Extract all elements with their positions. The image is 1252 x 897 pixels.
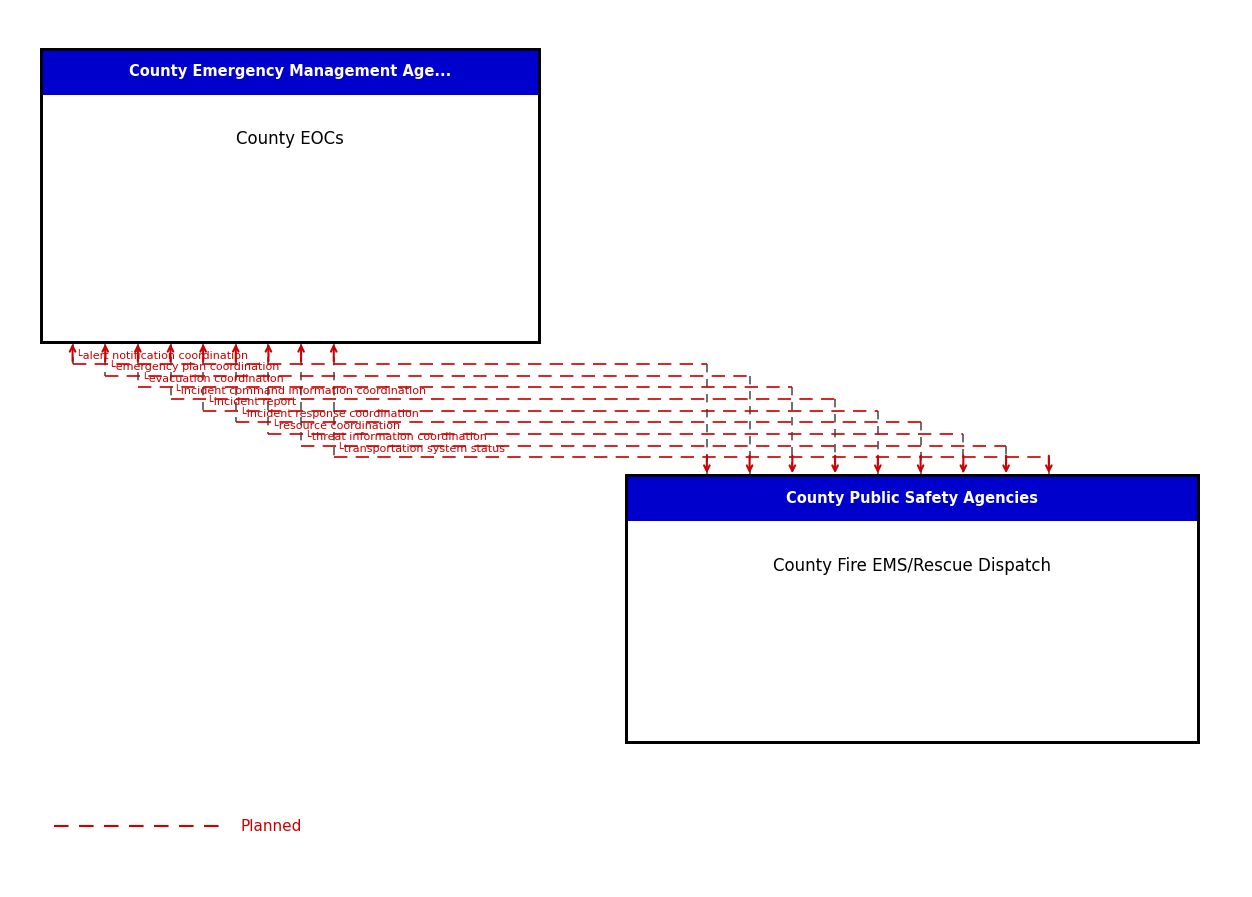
Text: └incident response coordination: └incident response coordination xyxy=(239,406,418,419)
Text: └resource coordination: └resource coordination xyxy=(272,421,401,431)
Bar xyxy=(626,475,1198,742)
Text: └incident report: └incident report xyxy=(207,395,297,407)
Text: County Emergency Management Age...: County Emergency Management Age... xyxy=(129,65,451,79)
Text: └alert notification coordination: └alert notification coordination xyxy=(76,351,248,361)
Text: County Fire EMS/Rescue Dispatch: County Fire EMS/Rescue Dispatch xyxy=(772,557,1050,575)
Text: └threat information coordination: └threat information coordination xyxy=(304,432,487,442)
Text: Planned: Planned xyxy=(240,819,302,833)
Bar xyxy=(626,475,1198,521)
Text: County Public Safety Agencies: County Public Safety Agencies xyxy=(786,491,1038,506)
Text: └evacuation coordination: └evacuation coordination xyxy=(141,374,283,384)
Bar xyxy=(41,48,538,342)
Text: County EOCs: County EOCs xyxy=(237,130,344,148)
Bar xyxy=(41,48,538,342)
Text: └incident command information coordination: └incident command information coordinati… xyxy=(174,386,427,396)
Text: └emergency plan coordination: └emergency plan coordination xyxy=(109,360,279,372)
Bar xyxy=(41,48,538,95)
Bar xyxy=(626,475,1198,742)
Text: └transportation system status: └transportation system status xyxy=(338,441,506,454)
